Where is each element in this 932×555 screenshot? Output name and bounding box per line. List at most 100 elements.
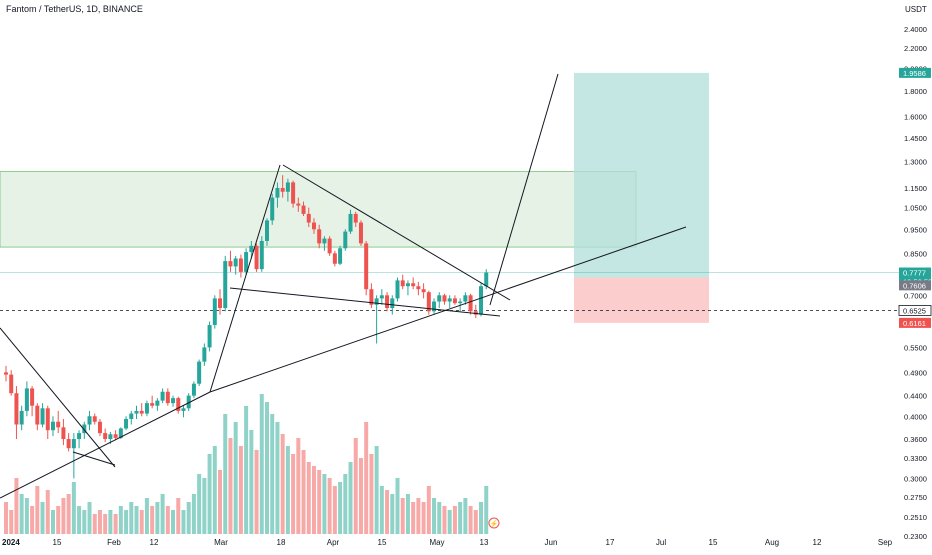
volume-bar — [165, 506, 170, 534]
candle-body — [14, 393, 19, 425]
volume-bar — [468, 506, 473, 534]
trend-line[interactable] — [72, 451, 116, 466]
volume-bar — [124, 510, 129, 534]
trend-line[interactable] — [209, 226, 687, 393]
volume-bar — [338, 482, 343, 534]
candle-body — [181, 408, 186, 411]
candle-body — [426, 292, 431, 312]
volume-bar — [218, 470, 223, 534]
volume-bar — [56, 506, 61, 534]
candle-body — [82, 424, 87, 434]
time-tick-label: 12 — [150, 538, 159, 547]
volume-bar — [186, 502, 191, 534]
volume-bar — [426, 486, 431, 534]
volume-bars — [4, 394, 489, 534]
volume-bar — [249, 430, 254, 534]
candle-body — [19, 410, 24, 425]
volume-bar — [197, 474, 202, 534]
price-tick-label: 0.2300 — [904, 532, 927, 541]
candle-body — [71, 439, 76, 449]
time-tick-label: Sep — [878, 538, 893, 547]
candle-body — [306, 213, 311, 223]
candle-body — [421, 289, 426, 293]
volume-bar — [270, 414, 275, 534]
volume-bar — [191, 494, 196, 534]
price-tick-label: 1.0500 — [904, 204, 927, 213]
time-tick-label: 15 — [709, 538, 718, 547]
time-tick-label: 13 — [480, 538, 489, 547]
candle-body — [416, 286, 421, 290]
candle-body — [118, 428, 123, 438]
time-tick-label: Mar — [214, 538, 228, 547]
candle-body — [285, 182, 290, 192]
candle-body — [160, 391, 165, 401]
time-tick-label: Jul — [656, 538, 666, 547]
trend-line[interactable] — [0, 327, 116, 468]
candle-body — [322, 238, 327, 244]
lightning-icon[interactable]: ⚡ — [488, 517, 500, 529]
volume-bar — [416, 498, 421, 534]
candle-body — [270, 197, 275, 221]
candle-body — [463, 295, 468, 302]
candle-body — [186, 395, 191, 409]
volume-bar — [364, 422, 369, 534]
price-tick-label: 0.4000 — [904, 412, 927, 421]
candle-body — [369, 289, 374, 305]
volume-bar — [35, 486, 40, 534]
trend-line[interactable] — [229, 287, 501, 317]
price-tick-label: 0.9500 — [904, 225, 927, 234]
volume-bar — [390, 494, 395, 534]
candle-body — [291, 182, 296, 204]
volume-bar — [405, 494, 410, 534]
candle-body — [379, 295, 384, 299]
price-tick-label: 2.4000 — [904, 25, 927, 34]
volume-bar — [238, 446, 243, 534]
time-tick-label: 15 — [378, 538, 387, 547]
stop-price-label: 0.6161 — [903, 319, 926, 328]
volume-bar — [343, 474, 348, 534]
candle-body — [405, 283, 410, 287]
volume-bar — [463, 498, 468, 534]
candle-body — [400, 280, 405, 287]
candle-body — [484, 272, 489, 287]
candle-body — [374, 298, 379, 305]
candle-body — [155, 400, 160, 406]
time-tick-label: 15 — [53, 538, 62, 547]
volume-bar — [379, 486, 384, 534]
trend-line[interactable] — [209, 164, 281, 393]
volume-bar — [223, 414, 228, 534]
trend-line[interactable] — [489, 73, 559, 306]
volume-bar — [259, 394, 264, 534]
volume-bar — [97, 510, 102, 534]
volume-bar — [322, 474, 327, 534]
price-tick-label: 0.2510 — [904, 513, 927, 522]
trend-line[interactable] — [0, 391, 211, 499]
candle-body — [144, 403, 149, 414]
candle-body — [108, 434, 113, 440]
volume-bar — [228, 438, 233, 534]
candle-body — [432, 301, 437, 312]
volume-bar — [458, 502, 463, 534]
stop-zone — [574, 277, 709, 323]
time-axis[interactable]: 2024 15 Feb 12 Mar 18 Apr 15 May 13 Jun 17 Jul 15 Aug 1… — [2, 538, 893, 547]
candle-body — [317, 229, 322, 244]
trend-line[interactable] — [282, 164, 511, 301]
candle-body — [364, 243, 369, 290]
candle-body — [473, 311, 478, 315]
volume-bar — [311, 466, 316, 534]
price-axis[interactable]: 2.40002.20002.00001.80001.60001.45001.30… — [904, 25, 927, 541]
time-tick-label: Apr — [327, 538, 340, 547]
volume-bar — [103, 514, 108, 534]
volume-bar — [4, 502, 8, 534]
volume-bar — [50, 510, 55, 534]
price-tick-label: 1.1500 — [904, 184, 927, 193]
time-tick-label: Aug — [765, 538, 779, 547]
candle-body — [9, 374, 14, 394]
candle-body — [437, 295, 442, 302]
candle-body — [45, 408, 50, 431]
volume-bar — [306, 462, 311, 534]
last-price-price-label: 0.7777 — [903, 269, 926, 278]
volume-bar — [447, 510, 452, 534]
